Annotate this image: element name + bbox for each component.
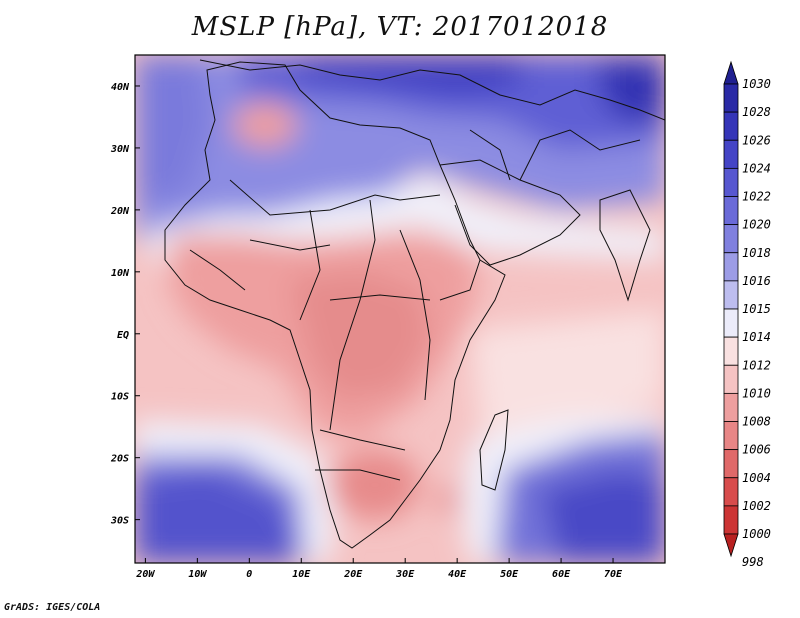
colorbar-label: 1008 [742,415,771,429]
colorbar-label: 1002 [742,499,771,513]
colorbar-label: 1006 [742,443,771,457]
y-tick-label: 30N [110,144,130,155]
x-tick-label: 10E [292,569,311,580]
x-tick-label: 70E [604,569,623,580]
colorbar-swatch [723,280,739,310]
plot-frame [134,54,666,564]
colorbar-swatch [723,252,739,282]
colorbar-swatch [723,477,739,507]
colorbar-swatch [723,364,739,394]
colorbar-swatch [723,449,739,479]
x-tick-label: 50E [500,569,519,580]
colorbar-label: 1020 [742,218,771,232]
y-tick-label: EQ [117,330,129,341]
colorbar-swatch [723,196,739,226]
colorbar-swatch [723,392,739,422]
x-tick-label: 40E [448,569,467,580]
coastlines [164,59,665,549]
x-tick-label: 10W [188,569,207,580]
colorbar-swatch [723,336,739,366]
y-tick-label: 40N [111,82,130,93]
y-tick-label: 20N [110,206,130,217]
colorbar-swatch [723,421,739,451]
x-tick-label: 20E [343,569,363,580]
y-tick-label: 30S [110,516,129,527]
colorbar-label: 1015 [742,302,771,316]
colorbar-label: 1004 [742,471,771,485]
colorbar-label: 1018 [742,246,771,260]
credit-text: GrADS: IGES/COLA [4,602,101,613]
colorbar-swatch [723,167,739,197]
colorbar-swatch [723,111,739,141]
colorbar-swatch [723,224,739,254]
colorbar-swatch [723,83,739,113]
y-axis: 40N 30N 20N 10N EQ 10S 20S 30S [110,82,140,527]
colorbar-swatch [723,60,739,85]
colorbar-label: 1028 [742,105,771,119]
colorbar-label: 1012 [742,358,771,372]
y-tick-label: 10N [111,268,130,279]
colorbar-label: 1016 [742,274,771,288]
colorbar-label: 1014 [742,330,771,344]
colorbar-label: 1022 [742,190,771,204]
x-axis: 20W 10W 0 10E 20E 30E 40E 50E 60E 70E [135,558,623,580]
colorbar-label: 998 [742,555,764,569]
map-title: MSLP [hPa], VT: 2017012018 [191,12,609,42]
colorbar-swatch [723,308,739,338]
colorbar-label: 1024 [742,161,771,175]
colorbar-swatch [723,139,739,169]
colorbar-swatch [723,505,739,535]
x-tick-label: 30E [395,569,415,580]
x-tick-label: 0 [246,569,252,580]
colorbar-label: 1026 [742,133,771,147]
y-tick-label: 10S [111,392,129,403]
colorbar-label: 1030 [742,77,771,91]
colorbar: 1030 1028 1026 1024 1022 1020 1018 1016 1015 1014… [723,60,771,569]
colorbar-label: 1010 [742,386,771,400]
y-tick-label: 20S [110,454,129,465]
x-tick-label: 20W [135,569,155,580]
colorbar-label: 1000 [742,527,771,541]
x-tick-label: 60E [552,569,571,580]
pressure-field [135,55,665,563]
colorbar-swatch [723,533,739,558]
